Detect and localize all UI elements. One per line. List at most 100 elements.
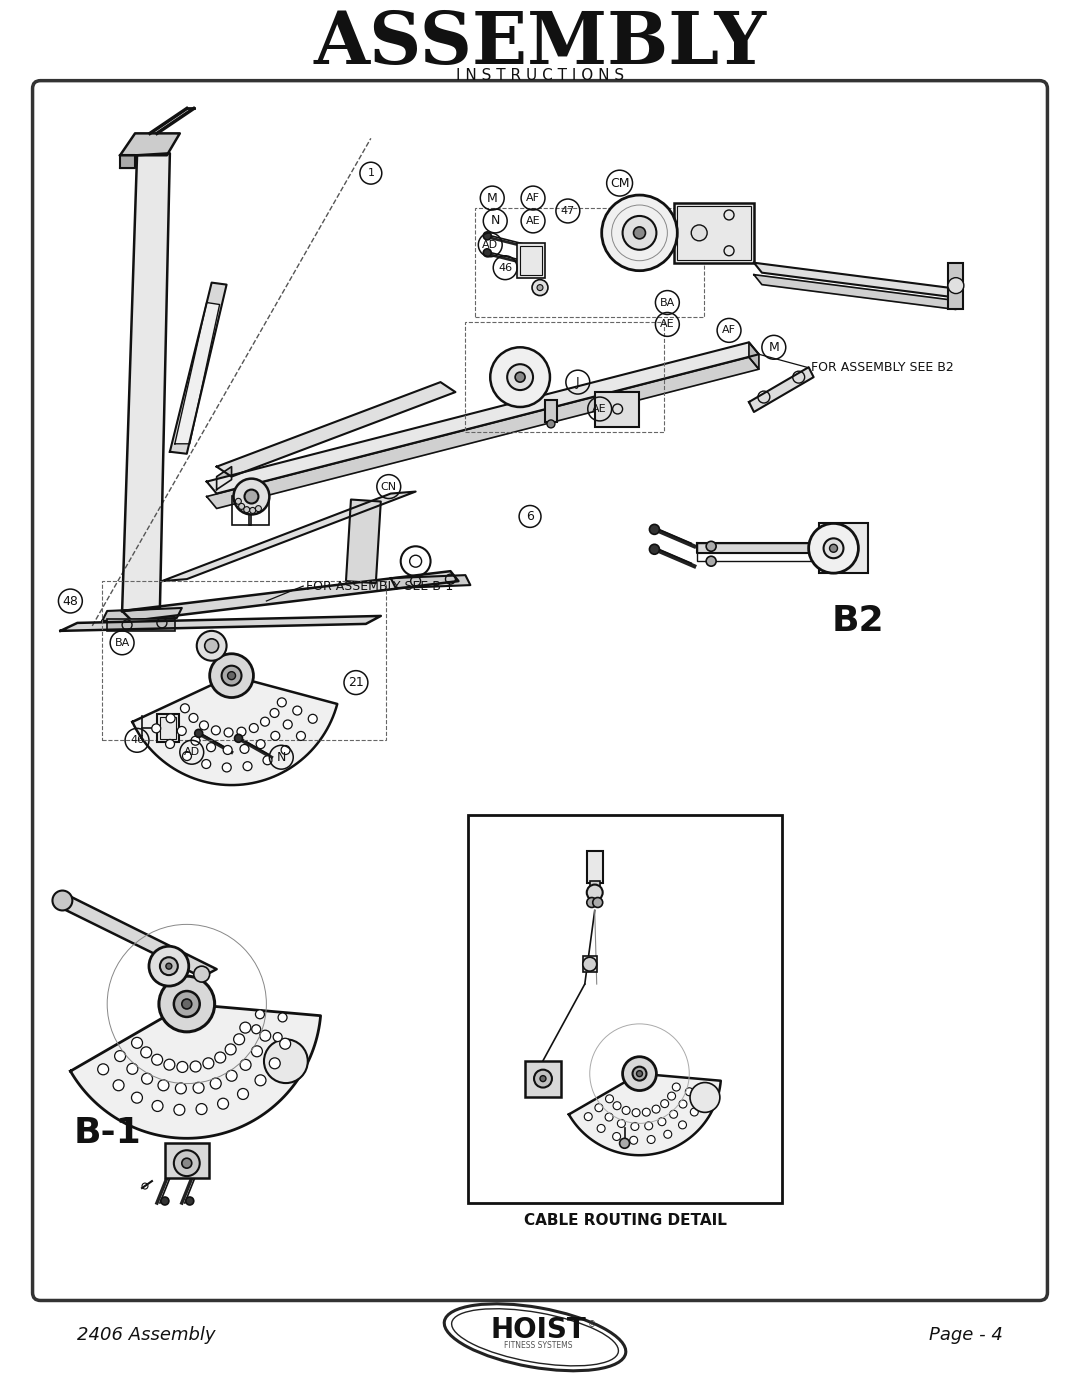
Circle shape — [613, 1102, 621, 1109]
Polygon shape — [60, 616, 381, 631]
Circle shape — [546, 420, 555, 427]
Circle shape — [212, 726, 220, 735]
Polygon shape — [698, 543, 819, 553]
Circle shape — [622, 217, 657, 250]
Text: AF: AF — [526, 193, 540, 203]
Bar — [517, 243, 545, 278]
Circle shape — [226, 1070, 238, 1081]
Circle shape — [200, 721, 208, 729]
Circle shape — [189, 714, 198, 722]
Circle shape — [649, 524, 660, 534]
Circle shape — [824, 538, 843, 559]
Circle shape — [127, 1063, 138, 1074]
Circle shape — [237, 728, 246, 736]
Circle shape — [256, 739, 265, 749]
Circle shape — [165, 739, 175, 749]
Circle shape — [211, 1078, 221, 1090]
Text: 48: 48 — [63, 595, 79, 608]
Circle shape — [186, 1197, 193, 1206]
Circle shape — [649, 545, 660, 555]
Circle shape — [278, 698, 286, 707]
Circle shape — [252, 1046, 262, 1056]
Circle shape — [174, 1150, 200, 1176]
Polygon shape — [346, 500, 381, 583]
Bar — [475, 208, 704, 317]
Circle shape — [633, 1067, 647, 1081]
Text: FITNESS SYSTEMS: FITNESS SYSTEMS — [503, 1341, 572, 1350]
Circle shape — [97, 1065, 109, 1074]
Circle shape — [225, 1044, 237, 1055]
Text: ASSEMBLY: ASSEMBLY — [313, 8, 767, 80]
Circle shape — [132, 1038, 143, 1048]
Text: M: M — [487, 191, 498, 204]
Text: 47: 47 — [561, 205, 575, 217]
Polygon shape — [122, 571, 458, 620]
Circle shape — [114, 1051, 125, 1062]
Bar — [677, 205, 751, 260]
Circle shape — [586, 897, 597, 908]
Circle shape — [174, 1105, 185, 1115]
Circle shape — [233, 479, 269, 514]
Circle shape — [197, 631, 227, 661]
Text: AF: AF — [723, 326, 737, 335]
Circle shape — [280, 1038, 291, 1049]
Bar — [590, 880, 599, 887]
Circle shape — [636, 1070, 643, 1077]
Bar — [698, 543, 819, 562]
Circle shape — [706, 541, 716, 552]
Circle shape — [174, 990, 200, 1017]
Circle shape — [264, 1039, 308, 1083]
Bar — [948, 263, 963, 310]
Circle shape — [537, 285, 543, 291]
Circle shape — [829, 545, 837, 552]
Circle shape — [595, 1104, 603, 1112]
Circle shape — [612, 1133, 621, 1140]
Circle shape — [183, 752, 191, 760]
Circle shape — [691, 225, 707, 240]
Circle shape — [159, 977, 215, 1032]
Text: 46: 46 — [130, 735, 144, 746]
Circle shape — [166, 714, 175, 722]
Circle shape — [243, 761, 252, 771]
Circle shape — [308, 714, 318, 724]
Polygon shape — [754, 263, 956, 298]
Text: CM: CM — [610, 176, 630, 190]
Circle shape — [193, 1083, 204, 1094]
Circle shape — [690, 1083, 720, 1112]
Circle shape — [670, 1111, 677, 1118]
Text: CABLE ROUTING DETAIL: CABLE ROUTING DETAIL — [524, 1214, 727, 1228]
Text: BA: BA — [114, 638, 130, 648]
Circle shape — [233, 1034, 244, 1045]
Circle shape — [193, 967, 210, 982]
Circle shape — [678, 1120, 687, 1129]
Circle shape — [235, 499, 241, 504]
Polygon shape — [162, 492, 416, 581]
Polygon shape — [569, 1074, 720, 1155]
Text: N: N — [276, 750, 286, 764]
Circle shape — [113, 1080, 124, 1091]
Circle shape — [175, 1083, 187, 1094]
Text: 2406 Assembly: 2406 Assembly — [78, 1326, 216, 1344]
Circle shape — [210, 654, 254, 697]
Circle shape — [152, 1101, 163, 1112]
Circle shape — [948, 278, 963, 293]
Circle shape — [483, 249, 491, 257]
Circle shape — [630, 1136, 637, 1144]
Bar — [545, 400, 557, 422]
Text: M: M — [769, 341, 779, 353]
Circle shape — [190, 1062, 201, 1071]
Circle shape — [228, 672, 235, 679]
Circle shape — [606, 1095, 613, 1102]
Circle shape — [690, 1108, 699, 1116]
Text: 21: 21 — [348, 676, 364, 689]
Circle shape — [667, 1092, 676, 1099]
Circle shape — [151, 1055, 163, 1065]
Text: B-1: B-1 — [73, 1116, 141, 1150]
Circle shape — [256, 1010, 265, 1018]
Circle shape — [679, 1099, 687, 1108]
Circle shape — [490, 348, 550, 407]
Text: AE: AE — [526, 217, 540, 226]
Bar — [157, 714, 179, 742]
Circle shape — [643, 1108, 650, 1116]
Polygon shape — [170, 282, 227, 454]
